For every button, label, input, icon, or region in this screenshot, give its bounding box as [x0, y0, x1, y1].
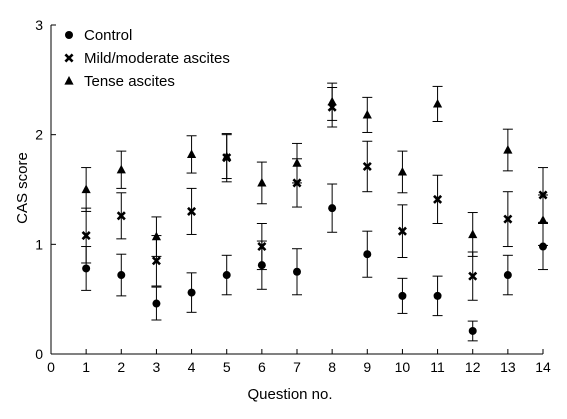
y-tick-label: 1: [35, 236, 43, 252]
data-point: [468, 229, 478, 239]
data-point: [327, 96, 337, 106]
series-x: [81, 87, 548, 301]
data-point: [116, 211, 126, 221]
legend-marker-circle: [65, 31, 73, 39]
y-axis-ticks: 0 1 2 3: [35, 17, 56, 362]
data-point: [468, 326, 477, 335]
data-point: [362, 109, 372, 119]
data-point: [363, 250, 372, 259]
x-tick-label: 9: [363, 359, 371, 375]
x-tick-label: 4: [188, 359, 196, 375]
data-point: [433, 194, 443, 204]
x-axis-ticks: 0 1 2 3 4 5 6 7 8 9 10 11 12 13 14: [47, 349, 551, 375]
x-tick-label: 10: [395, 359, 411, 375]
data-point: [433, 291, 442, 300]
y-tick-label: 3: [35, 17, 43, 33]
data-point: [328, 204, 337, 213]
data-point: [222, 271, 231, 280]
data-point: [117, 271, 126, 280]
data-series: [81, 82, 548, 342]
data-point: [81, 184, 91, 194]
data-point: [503, 271, 512, 280]
legend-label: Mild/moderate ascites: [84, 50, 230, 67]
series-circle: [81, 183, 548, 342]
x-tick-label: 7: [293, 359, 301, 375]
data-point: [152, 299, 161, 308]
legend-marker-triangle: [64, 76, 74, 85]
data-point: [397, 166, 408, 176]
x-tick-label: 11: [430, 359, 445, 375]
data-point: [293, 267, 301, 276]
data-point: [362, 161, 372, 171]
data-point: [82, 264, 91, 273]
x-tick-label: 3: [153, 359, 161, 375]
data-point: [292, 158, 302, 167]
data-point: [187, 288, 196, 297]
y-tick-label: 0: [35, 346, 43, 362]
x-tick-label: 1: [82, 359, 90, 375]
data-point: [257, 242, 267, 252]
data-point: [503, 145, 513, 154]
x-tick-label: 0: [47, 359, 55, 375]
legend: Control Mild/moderate ascites Tense ascite…: [64, 27, 230, 90]
data-point: [503, 214, 513, 224]
legend-label: Control: [84, 27, 132, 44]
series-triangle: [81, 82, 548, 257]
data-point: [398, 291, 407, 300]
x-tick-label: 2: [117, 359, 125, 375]
data-point: [397, 226, 407, 236]
data-point: [538, 215, 548, 224]
x-tick-label: 12: [465, 359, 481, 375]
data-point: [222, 151, 232, 161]
x-tick-label: 8: [328, 359, 336, 375]
data-point: [151, 231, 162, 241]
data-point: [468, 271, 478, 281]
data-point: [432, 98, 443, 108]
x-tick-label: 13: [500, 359, 516, 375]
legend-label: Tense ascites: [84, 73, 175, 90]
data-point: [151, 256, 161, 266]
x-tick-label: 6: [258, 359, 266, 375]
x-tick-label: 5: [223, 359, 231, 375]
x-tick-label: 14: [535, 359, 551, 375]
x-axis-title: Question no.: [247, 386, 332, 403]
legend-marker-x: [64, 53, 74, 63]
y-axis-title: CAS score: [14, 152, 31, 224]
data-point: [539, 242, 547, 251]
data-point: [257, 177, 267, 187]
y-tick-label: 2: [35, 127, 43, 143]
data-point: [187, 206, 197, 216]
data-point: [81, 231, 91, 241]
data-point: [186, 149, 197, 159]
data-point: [116, 164, 126, 174]
